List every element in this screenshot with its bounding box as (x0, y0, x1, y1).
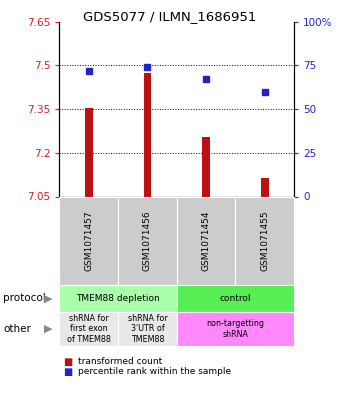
Text: shRNA for
3'UTR of
TMEM88: shRNA for 3'UTR of TMEM88 (128, 314, 167, 344)
Bar (202, 137, 210, 196)
Text: non-targetting
shRNA: non-targetting shRNA (206, 319, 265, 339)
Text: GSM1071454: GSM1071454 (202, 211, 210, 271)
Text: control: control (220, 294, 251, 303)
Text: ▶: ▶ (44, 293, 53, 303)
Text: ▶: ▶ (44, 324, 53, 334)
Text: ■: ■ (63, 367, 72, 377)
Text: other: other (3, 324, 31, 334)
Text: GSM1071456: GSM1071456 (143, 210, 152, 271)
Bar (85, 108, 92, 196)
Text: ■: ■ (63, 357, 72, 367)
Bar (261, 178, 269, 196)
Bar (144, 73, 151, 196)
Text: percentile rank within the sample: percentile rank within the sample (78, 367, 231, 376)
Text: GSM1071457: GSM1071457 (84, 210, 93, 271)
Text: GSM1071455: GSM1071455 (260, 210, 269, 271)
Text: TMEM88 depletion: TMEM88 depletion (76, 294, 160, 303)
Text: GDS5077 / ILMN_1686951: GDS5077 / ILMN_1686951 (83, 10, 257, 23)
Text: shRNA for
first exon
of TMEM88: shRNA for first exon of TMEM88 (67, 314, 111, 344)
Text: transformed count: transformed count (78, 358, 163, 366)
Text: protocol: protocol (3, 293, 46, 303)
